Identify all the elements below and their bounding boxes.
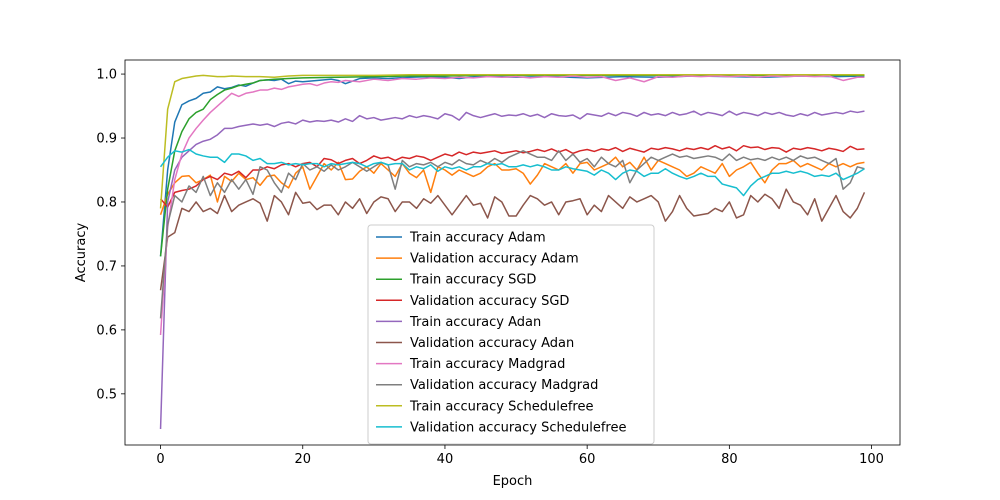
- x-tick-label: 40: [437, 452, 454, 467]
- legend-entry: Train accuracy Schedulefree: [409, 399, 593, 414]
- legend-entry: Validation accuracy Adan: [410, 336, 574, 351]
- x-tick-label: 20: [294, 452, 311, 467]
- legend-entry: Train accuracy Adan: [409, 315, 541, 330]
- y-tick-label: 0.8: [96, 195, 117, 210]
- legend-entry: Train accuracy Madgrad: [409, 357, 565, 372]
- legend-entry: Validation accuracy Adam: [410, 252, 579, 267]
- series-line-10: [159, 148, 865, 197]
- series-line-1: [159, 75, 865, 257]
- y-tick-label: 0.6: [96, 323, 117, 338]
- legend-entry: Train accuracy SGD: [409, 273, 536, 288]
- y-tick-label: 0.9: [96, 132, 117, 147]
- x-tick-label: 0: [156, 452, 164, 467]
- legend: Train accuracy Adam Validation accuracy A…: [367, 224, 655, 445]
- y-tick-label: 0.7: [96, 259, 117, 274]
- x-tick-label: 100: [859, 452, 884, 467]
- x-axis-label: Epoch: [493, 474, 533, 489]
- legend-box: [367, 224, 655, 445]
- legend-entry: Validation accuracy Schedulefree: [410, 420, 626, 435]
- legend-entry: Validation accuracy Madgrad: [410, 378, 598, 393]
- series-layer: [159, 73, 866, 430]
- series-line-9: [159, 73, 865, 209]
- x-tick-label: 80: [721, 452, 738, 467]
- series-line-8: [159, 150, 865, 319]
- legend-entry: Train accuracy Adam: [409, 231, 546, 246]
- legend-entry: Validation accuracy SGD: [410, 294, 569, 309]
- y-tick-label: 1.0: [96, 68, 117, 83]
- series-line-5: [159, 110, 865, 430]
- y-axis-label: Accuracy: [74, 223, 89, 283]
- x-tick-label: 60: [579, 452, 596, 467]
- x-axis: 0 20 40 60 80 100: [156, 445, 884, 467]
- series-line-4: [159, 144, 865, 208]
- series-line-7: [159, 75, 865, 336]
- series-line-6: [159, 188, 866, 291]
- plot-frame: [124, 59, 901, 446]
- y-tick-label: 0.5: [96, 387, 117, 402]
- series-line-2: [159, 156, 865, 216]
- y-axis: 0.5 0.6 0.7 0.8 0.9 1.0: [96, 68, 125, 402]
